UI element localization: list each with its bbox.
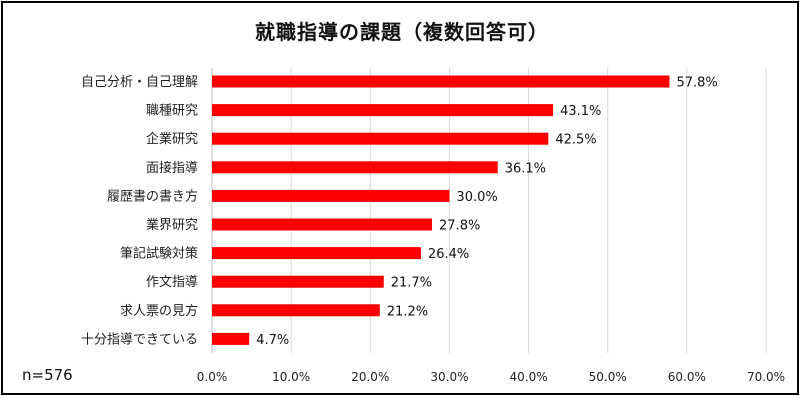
x-tick-label: 30.0% [430, 370, 468, 384]
value-label: 4.7% [256, 333, 289, 348]
x-tick-label: 70.0% [747, 370, 785, 384]
category-label: 企業研究 [146, 131, 198, 147]
x-tick-label: 40.0% [510, 370, 548, 384]
category-label: 業界研究 [146, 217, 198, 233]
category-label: 十分指導できている [81, 332, 198, 347]
category-label: 作文指導 [146, 275, 198, 290]
value-label: 21.7% [391, 276, 432, 291]
x-tick-label: 10.0% [272, 370, 310, 384]
bar [212, 332, 250, 345]
category-label: 面接指導 [146, 160, 198, 176]
value-label: 27.8% [439, 219, 480, 234]
bar [212, 218, 433, 231]
category-label: 求人票の見方 [120, 303, 198, 319]
value-labels: 57.8% 43.1% 42.5% 36.1% 30.0% 27.8% 26.4% 21.7%… [256, 76, 718, 348]
x-tick-label: 50.0% [589, 370, 627, 384]
bar [212, 275, 384, 288]
value-label: 30.0% [456, 190, 497, 205]
bar [212, 247, 421, 260]
x-tick-label: 0.0% [197, 370, 228, 384]
x-axis-ticks: 0.0% 10.0% 20.0% 30.0% 40.0% 50.0% 60.0% 70.0% [197, 370, 785, 384]
bar [212, 132, 549, 145]
value-label: 43.1% [560, 104, 601, 119]
x-tick-label: 20.0% [351, 370, 389, 384]
value-label: 57.8% [676, 76, 717, 91]
x-tick-label: 60.0% [668, 370, 706, 384]
category-label: 職種研究 [146, 103, 198, 119]
value-label: 21.2% [387, 304, 428, 319]
bars [212, 75, 670, 345]
value-label: 42.5% [555, 133, 596, 148]
category-label: 履歴書の書き方 [107, 188, 198, 204]
value-label: 26.4% [428, 247, 469, 262]
bar [212, 161, 498, 174]
category-label: 筆記試験対策 [120, 246, 198, 262]
sample-size-label: n=576 [22, 366, 73, 384]
bar [212, 104, 554, 117]
category-label: 自己分析・自己理解 [81, 75, 198, 90]
bar [212, 75, 670, 88]
bar [212, 304, 380, 317]
chart-title: 就職指導の課題（複数回答可） [255, 20, 549, 44]
category-labels: 自己分析・自己理解職種研究企業研究面接指導履歴書の書き方業界研究筆記試験対策作文… [81, 75, 198, 347]
bar [212, 189, 450, 202]
value-label: 36.1% [505, 161, 546, 176]
